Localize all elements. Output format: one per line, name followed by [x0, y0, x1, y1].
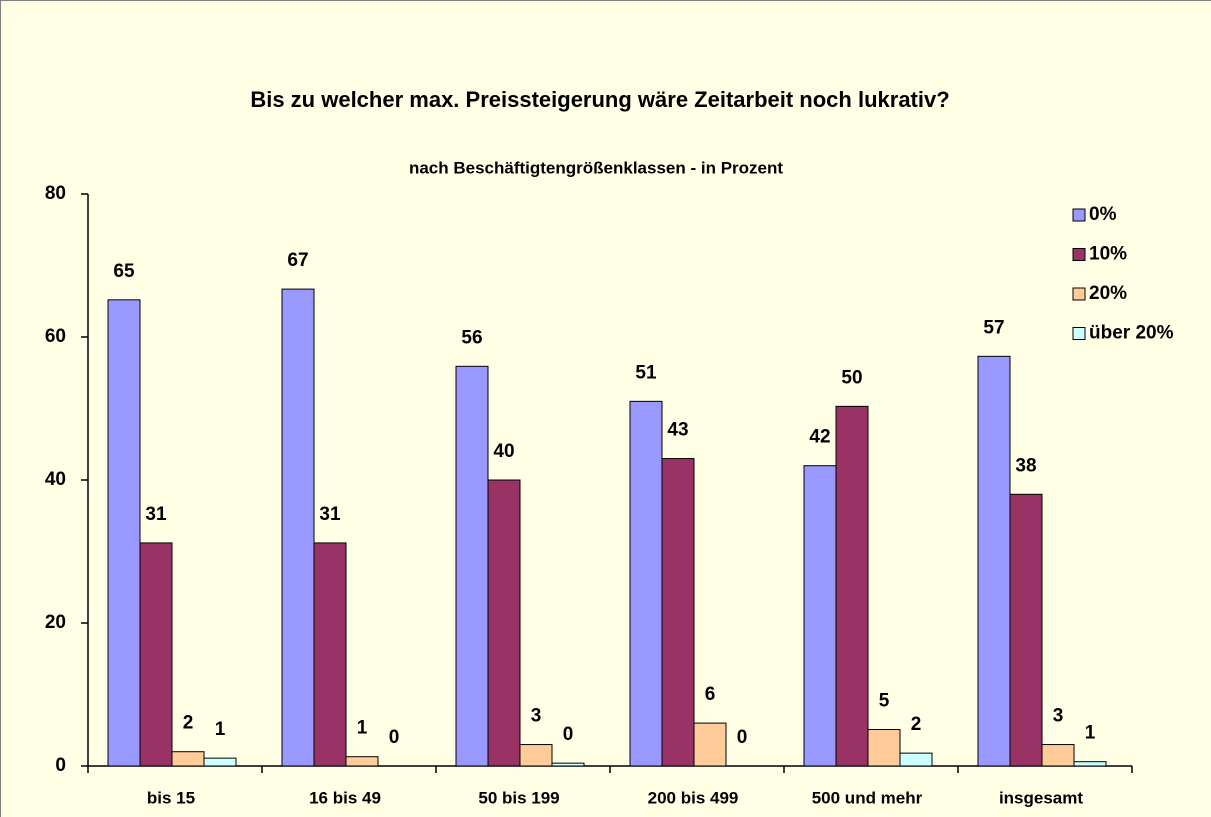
x-tick-label: 200 bis 499: [648, 788, 739, 807]
bar: [977, 355, 1011, 767]
data-label: 31: [319, 504, 341, 525]
bar: [1041, 744, 1075, 767]
data-label: 42: [809, 427, 830, 448]
data-label: 1: [1085, 723, 1096, 744]
bar: [835, 405, 869, 767]
data-label: 0: [737, 727, 748, 748]
data-label: 1: [215, 719, 226, 740]
bar: [899, 752, 933, 767]
legend-label: über 20%: [1089, 323, 1174, 344]
bar: [629, 400, 663, 767]
bar: [107, 299, 141, 767]
data-label: 43: [667, 420, 688, 441]
data-label: 0: [563, 724, 574, 745]
x-tick-label: bis 15: [147, 788, 195, 807]
bar: [519, 744, 553, 767]
y-tick-label: 20: [45, 612, 66, 633]
data-label: 6: [705, 684, 716, 705]
chart-title: Bis zu welcher max. Preissteigerung wäre…: [250, 87, 949, 112]
data-label: 5: [879, 691, 890, 712]
legend-swatch: [1072, 287, 1086, 301]
bar: [345, 756, 379, 767]
bar: [803, 465, 837, 767]
y-tick-label: 60: [45, 326, 66, 347]
legend-label: 0%: [1089, 204, 1117, 225]
data-label: 40: [493, 441, 514, 462]
chart-subtitle: nach Beschäftigtengrößenklassen - in Pro…: [409, 158, 783, 177]
bar: [693, 722, 727, 767]
bar: [661, 458, 695, 767]
legend-swatch: [1072, 327, 1086, 340]
data-label: 2: [183, 713, 194, 734]
legend-label: 20%: [1089, 283, 1127, 304]
y-tick-label: 0: [55, 755, 66, 776]
bar: [313, 542, 347, 767]
y-tick-label: 40: [45, 469, 66, 490]
bar: [281, 288, 315, 767]
legend-swatch: [1072, 248, 1086, 261]
data-label: 0: [389, 727, 400, 748]
data-label: 56: [461, 327, 482, 348]
bar: [867, 729, 901, 767]
x-tick-label: insgesamt: [999, 788, 1083, 807]
data-label: 31: [145, 504, 167, 525]
bar: [487, 479, 521, 767]
data-label: 3: [531, 706, 542, 727]
data-label: 65: [113, 261, 135, 282]
data-label: 67: [287, 250, 308, 271]
x-tick-label: 16 bis 49: [309, 788, 381, 807]
x-tick-label: 50 bis 199: [478, 788, 559, 807]
legend-label: 10%: [1089, 244, 1127, 265]
data-label: 1: [357, 718, 368, 739]
legend-swatch: [1072, 208, 1086, 222]
data-label: 50: [841, 367, 862, 388]
data-label: 51: [635, 362, 657, 383]
bar: [1009, 493, 1043, 767]
bar: [203, 757, 237, 767]
x-tick-label: 500 und mehr: [812, 788, 923, 807]
bar: [551, 762, 585, 767]
bar: [139, 542, 173, 767]
data-label: 3: [1053, 706, 1064, 727]
data-label: 38: [1015, 455, 1036, 476]
bar: [455, 365, 489, 767]
data-label: 57: [983, 317, 1004, 338]
data-label: 2: [911, 714, 922, 735]
bar: [1073, 761, 1107, 767]
y-tick-label: 80: [45, 183, 66, 204]
bar: [171, 751, 205, 767]
